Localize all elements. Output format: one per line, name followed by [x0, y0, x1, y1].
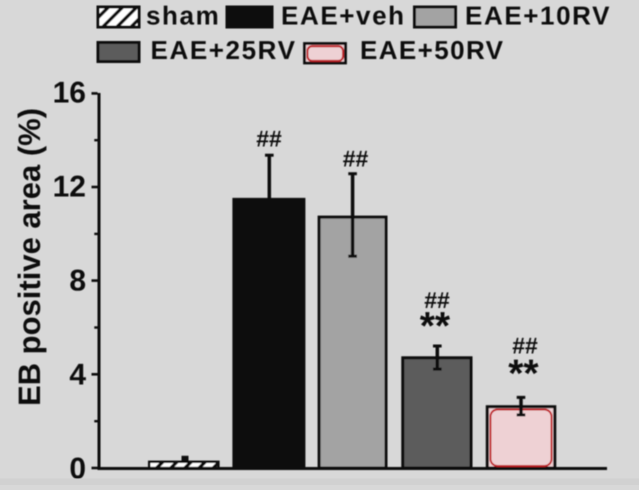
svg-text:##: ## — [343, 145, 369, 171]
svg-text:##: ## — [512, 332, 538, 358]
svg-text:0: 0 — [69, 452, 86, 485]
svg-text:4: 4 — [69, 358, 86, 391]
svg-text:12: 12 — [53, 170, 86, 203]
svg-text:**: ** — [508, 353, 539, 396]
svg-text:**: ** — [420, 305, 451, 348]
svg-text:EAE+10RV: EAE+10RV — [465, 1, 611, 31]
svg-text:8: 8 — [69, 264, 86, 297]
svg-text:sham: sham — [146, 1, 220, 31]
svg-text:EB positive area (%): EB positive area (%) — [12, 108, 47, 406]
svg-text:##: ## — [256, 125, 282, 151]
svg-text:EAE+25RV: EAE+25RV — [151, 35, 297, 65]
svg-text:EAE+50RV: EAE+50RV — [360, 35, 504, 65]
svg-text:##: ## — [424, 287, 450, 313]
svg-text:16: 16 — [53, 76, 86, 109]
svg-text:EAE+veh: EAE+veh — [281, 1, 406, 31]
